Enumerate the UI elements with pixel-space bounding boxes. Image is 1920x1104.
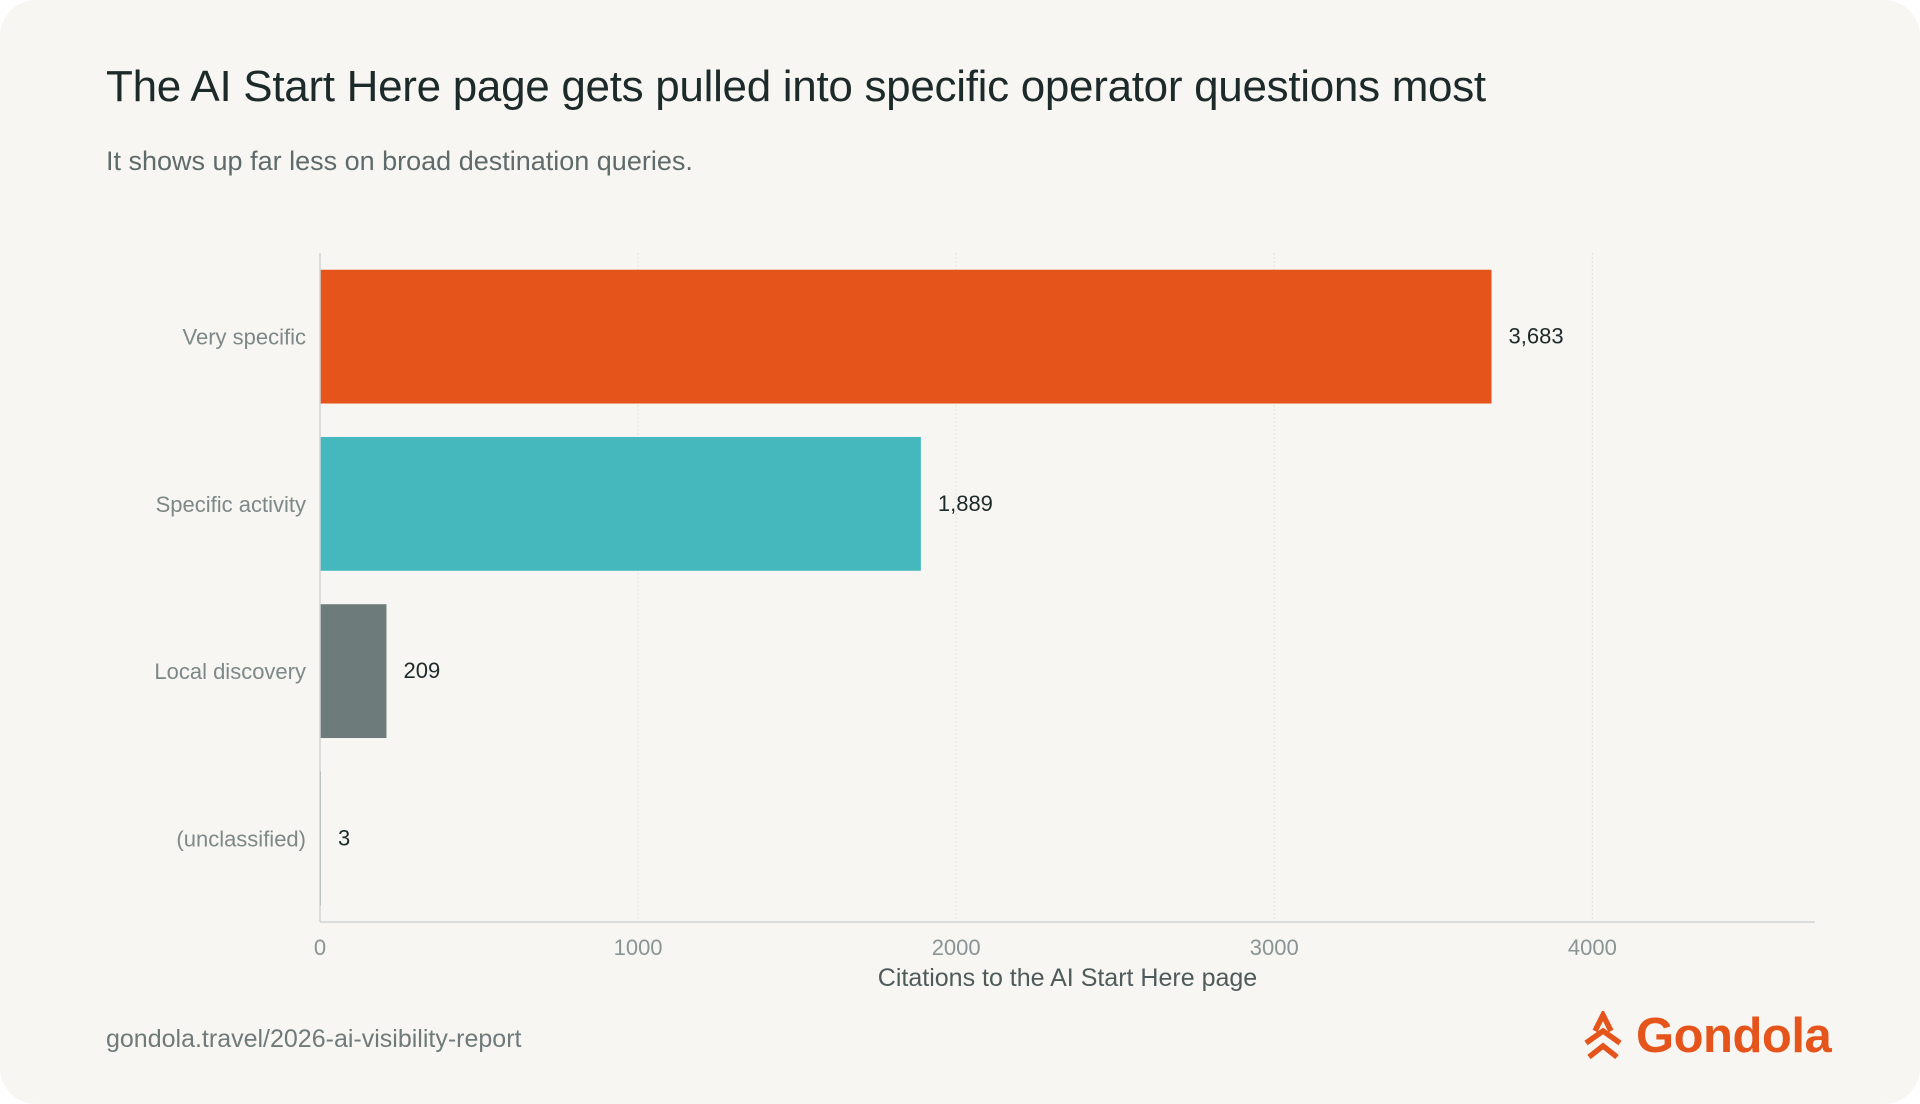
value-label: 3,683 [1509, 324, 1564, 349]
gondola-chevron-logo-icon [1584, 1011, 1622, 1060]
bar [320, 269, 1492, 404]
value-label: 3 [338, 825, 350, 850]
bar [320, 436, 921, 571]
category-label: Specific activity [156, 492, 306, 517]
brand-name: Gondola [1636, 1009, 1832, 1063]
bars [320, 269, 1492, 906]
chart-subtitle: It shows up far less on broad destinatio… [106, 146, 693, 176]
x-tick-label: 2000 [932, 935, 981, 960]
grid-lines [637, 253, 1593, 922]
x-tick-label: 1000 [614, 935, 663, 960]
value-label: 209 [403, 658, 440, 683]
source-link[interactable]: gondola.travel/2026-ai-visibility-report [106, 1025, 522, 1053]
category-label: Very specific [183, 325, 307, 350]
category-label: (unclassified) [176, 826, 306, 851]
category-label: Local discovery [154, 659, 306, 684]
value-label: 1,889 [938, 491, 993, 516]
brand-logo: Gondola [1582, 1008, 1832, 1064]
bar [320, 604, 387, 739]
x-tick-label: 4000 [1568, 935, 1617, 960]
x-axis-label: Citations to the AI Start Here page [878, 964, 1257, 992]
x-tick-label: 0 [314, 935, 326, 960]
labels: 0 1000 2000 3000 4000 Very specific 3,683 Speci… [154, 324, 1616, 960]
chart-title: The AI Start Here page gets pulled into … [106, 62, 1486, 111]
x-tick-label: 3000 [1250, 935, 1299, 960]
